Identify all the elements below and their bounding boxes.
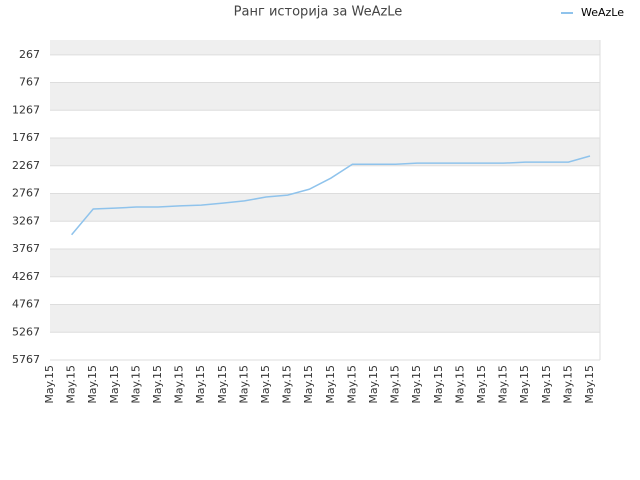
x-tick-label: May.15 [43, 365, 56, 404]
x-tick-label: May.15 [173, 365, 186, 404]
y-tick-label: 1767 [12, 131, 40, 144]
x-tick-label: May.15 [389, 365, 402, 404]
legend-label: WeAzLe [581, 6, 624, 19]
x-tick-label: May.15 [302, 365, 315, 404]
y-tick-label: 5767 [12, 353, 40, 366]
x-tick-label: May.15 [324, 365, 337, 404]
y-tick-label: 1267 [12, 103, 40, 116]
x-tick-label: May.15 [216, 365, 229, 404]
series-line [71, 155, 591, 236]
y-tick-label: 767 [19, 76, 40, 89]
x-tick-label: May.15 [540, 365, 553, 404]
x-tick-label: May.15 [410, 365, 423, 404]
y-tick-label: 5267 [12, 325, 40, 338]
x-tick-label: May.15 [65, 365, 78, 404]
x-tick-label: May.15 [237, 365, 250, 404]
x-tick-label: May.15 [561, 365, 574, 404]
y-tick-label: 4767 [12, 298, 40, 311]
x-tick-label: May.15 [518, 365, 531, 404]
y-tick-label: 4267 [12, 270, 40, 283]
y-tick-label: 2767 [12, 187, 40, 200]
x-tick-label: May.15 [108, 365, 121, 404]
x-tick-label: May.15 [497, 365, 510, 404]
x-tick-label: May.15 [475, 365, 488, 404]
band [50, 304, 600, 333]
x-tick-label: May.15 [259, 365, 272, 404]
x-tick-label: May.15 [86, 365, 99, 404]
y-tick-label: 3767 [12, 242, 40, 255]
x-tick-label: May.15 [129, 365, 142, 404]
y-tick-label: 3267 [12, 214, 40, 227]
band [50, 138, 600, 166]
x-tick-label: May.15 [345, 365, 358, 404]
y-tick-label: 2267 [12, 159, 40, 172]
x-tick-label: May.15 [583, 365, 596, 404]
x-tick-label: May.15 [281, 365, 294, 404]
x-tick-label: May.15 [432, 365, 445, 404]
band [50, 40, 600, 55]
x-tick-label: May.15 [367, 365, 380, 404]
x-tick-label: May.15 [453, 365, 466, 404]
x-tick-label: May.15 [151, 365, 164, 404]
y-tick-label: 267 [19, 48, 40, 61]
band [50, 249, 600, 277]
band [50, 82, 600, 111]
x-tick-label: May.15 [194, 365, 207, 404]
chart-title: Ранг историја за WeAzLe [234, 5, 403, 20]
